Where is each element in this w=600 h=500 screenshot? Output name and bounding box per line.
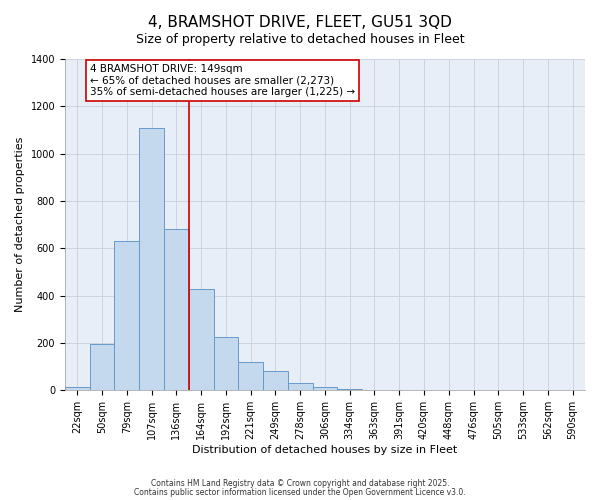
Text: Contains public sector information licensed under the Open Government Licence v3: Contains public sector information licen…	[134, 488, 466, 497]
Bar	[288, 383, 313, 390]
Text: 4, BRAMSHOT DRIVE, FLEET, GU51 3QD: 4, BRAMSHOT DRIVE, FLEET, GU51 3QD	[148, 15, 452, 30]
Bar	[89, 344, 115, 391]
Text: 4 BRAMSHOT DRIVE: 149sqm
← 65% of detached houses are smaller (2,273)
35% of sem: 4 BRAMSHOT DRIVE: 149sqm ← 65% of detach…	[89, 64, 355, 97]
Bar	[263, 370, 288, 390]
Bar	[214, 337, 238, 390]
Bar	[139, 128, 164, 390]
Bar	[337, 389, 362, 390]
Bar	[313, 387, 337, 390]
Bar	[115, 241, 139, 390]
Bar	[189, 288, 214, 390]
Bar	[238, 362, 263, 390]
Y-axis label: Number of detached properties: Number of detached properties	[15, 137, 25, 312]
X-axis label: Distribution of detached houses by size in Fleet: Distribution of detached houses by size …	[193, 445, 458, 455]
Bar	[164, 230, 189, 390]
Text: Size of property relative to detached houses in Fleet: Size of property relative to detached ho…	[136, 32, 464, 46]
Bar	[65, 387, 89, 390]
Text: Contains HM Land Registry data © Crown copyright and database right 2025.: Contains HM Land Registry data © Crown c…	[151, 479, 449, 488]
